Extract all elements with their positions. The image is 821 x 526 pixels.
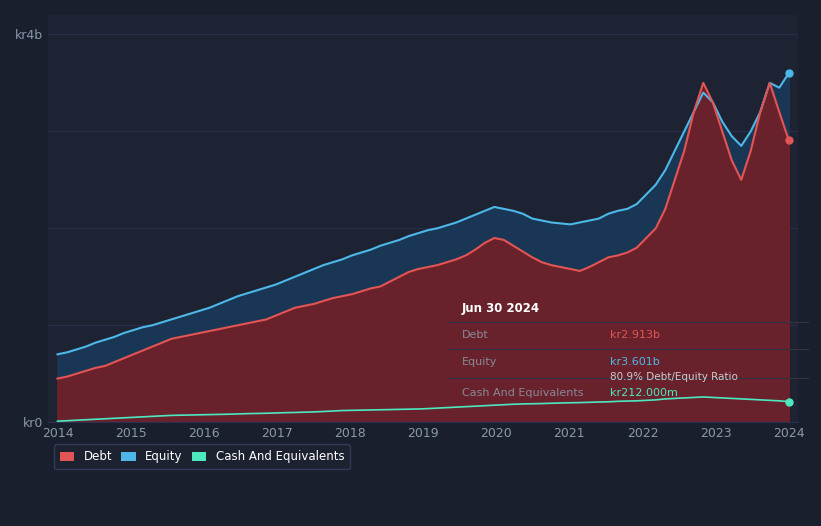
Text: kr212.000m: kr212.000m xyxy=(610,388,678,398)
Legend: Debt, Equity, Cash And Equivalents: Debt, Equity, Cash And Equivalents xyxy=(54,444,351,469)
Text: kr3.601b: kr3.601b xyxy=(610,357,660,368)
Text: kr2.913b: kr2.913b xyxy=(610,330,660,340)
Text: 80.9% Debt/Equity Ratio: 80.9% Debt/Equity Ratio xyxy=(610,372,738,382)
Text: Debt: Debt xyxy=(462,330,488,340)
Text: Cash And Equivalents: Cash And Equivalents xyxy=(462,388,584,398)
Text: Jun 30 2024: Jun 30 2024 xyxy=(462,301,540,315)
Text: Equity: Equity xyxy=(462,357,498,368)
